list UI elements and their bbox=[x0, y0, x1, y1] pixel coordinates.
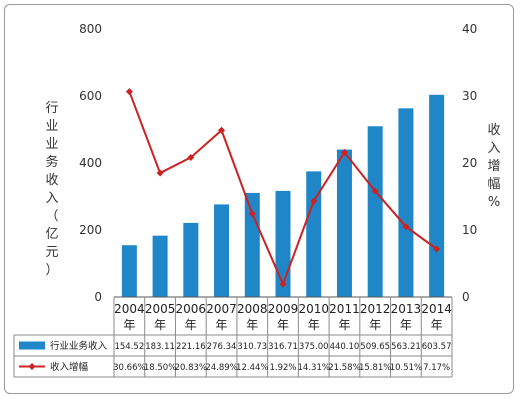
bar bbox=[183, 222, 199, 297]
right-tick-label: 30 bbox=[462, 89, 477, 103]
line-point bbox=[402, 223, 410, 231]
category-label: 2006 年 bbox=[176, 302, 207, 332]
line-series bbox=[125, 88, 441, 288]
category-label: 2012 年 bbox=[360, 302, 391, 332]
left-tick-label: 600 bbox=[79, 89, 102, 103]
left-tick-label: 800 bbox=[79, 22, 102, 36]
table-cell-growth: 30.66% bbox=[113, 363, 145, 373]
line-point bbox=[248, 210, 256, 218]
bar bbox=[214, 204, 230, 297]
table-cell-revenue: 276.34 bbox=[207, 342, 237, 352]
category-label: 2013 年 bbox=[391, 302, 422, 332]
table-cell-growth: 21.58% bbox=[328, 363, 360, 373]
table-cell-growth: 7.17% bbox=[423, 363, 450, 373]
bar bbox=[275, 190, 291, 297]
table-cell-revenue: 310.73 bbox=[237, 342, 267, 352]
right-tick-label: 0 bbox=[462, 290, 470, 304]
line-point bbox=[340, 148, 348, 156]
bar bbox=[336, 149, 352, 297]
bar bbox=[152, 235, 168, 297]
table-cell-revenue: 440.10 bbox=[330, 342, 360, 352]
legend-line-marker bbox=[28, 363, 36, 370]
bar bbox=[121, 245, 137, 297]
table-cell-growth: 24.89% bbox=[205, 363, 237, 373]
table-cell-revenue: 316.71 bbox=[268, 342, 298, 352]
category-label: 2004 年 bbox=[114, 302, 145, 332]
left-axis-label: 行业业务收入（亿元） bbox=[45, 101, 58, 278]
table-cell-growth: 12.44% bbox=[236, 363, 268, 373]
category-label: 2010 年 bbox=[298, 302, 329, 332]
table-cell-revenue: 563.21 bbox=[391, 342, 421, 352]
table-cell-growth: 20.83% bbox=[175, 363, 207, 373]
bar-series bbox=[121, 94, 445, 298]
table-cell-revenue: 375.00 bbox=[299, 342, 329, 352]
line-point bbox=[156, 169, 164, 177]
left-tick-label: 400 bbox=[79, 156, 102, 170]
table-cell-revenue: 603.57 bbox=[422, 342, 452, 352]
right-tick-label: 10 bbox=[462, 223, 477, 237]
bar bbox=[367, 126, 383, 298]
table-cell-revenue: 509.65 bbox=[360, 342, 390, 352]
legend-bar-label: 行业业务收入 bbox=[50, 340, 108, 352]
left-axis-ticks: 0 200 400 600 800 bbox=[79, 22, 102, 304]
line-point bbox=[433, 245, 441, 253]
table-cell-revenue: 183.11 bbox=[145, 342, 175, 352]
line-point bbox=[218, 126, 226, 134]
table-cell-growth: 18.50% bbox=[144, 363, 176, 373]
category-label: 2005 年 bbox=[145, 302, 176, 332]
category-label: 2011 年 bbox=[329, 302, 360, 332]
table-cell-growth: 14.31% bbox=[298, 363, 330, 373]
table-cell-revenue: 221.16 bbox=[176, 342, 206, 352]
line-point bbox=[279, 280, 287, 288]
left-tick-label: 200 bbox=[79, 223, 102, 237]
table-cell-growth: 10.51% bbox=[390, 363, 422, 373]
table-cell-growth: 15.81% bbox=[359, 363, 391, 373]
right-tick-label: 20 bbox=[462, 156, 477, 170]
category-label: 2009 年 bbox=[268, 302, 299, 332]
category-label: 2008 年 bbox=[237, 302, 268, 332]
bar bbox=[429, 94, 445, 297]
category-label: 2007 年 bbox=[206, 302, 237, 332]
line-point bbox=[125, 88, 133, 96]
right-tick-label: 40 bbox=[462, 22, 477, 36]
table-cell-revenue: 154.52 bbox=[114, 342, 144, 352]
bar bbox=[306, 171, 322, 297]
right-axis-label: 收入增幅% bbox=[487, 123, 500, 210]
bar bbox=[398, 108, 414, 298]
right-axis-ticks: 0 10 20 30 40 bbox=[462, 22, 477, 304]
category-label: 2014 年 bbox=[421, 302, 452, 332]
line-point bbox=[187, 153, 195, 161]
left-tick-label: 0 bbox=[94, 290, 102, 304]
bar bbox=[244, 192, 260, 297]
line-point bbox=[310, 197, 318, 205]
table-cell-growth: 1.92% bbox=[269, 363, 296, 373]
legend-line-label: 收入增幅 bbox=[50, 361, 89, 373]
legend-bar-swatch bbox=[19, 341, 45, 350]
line-point bbox=[371, 187, 379, 195]
